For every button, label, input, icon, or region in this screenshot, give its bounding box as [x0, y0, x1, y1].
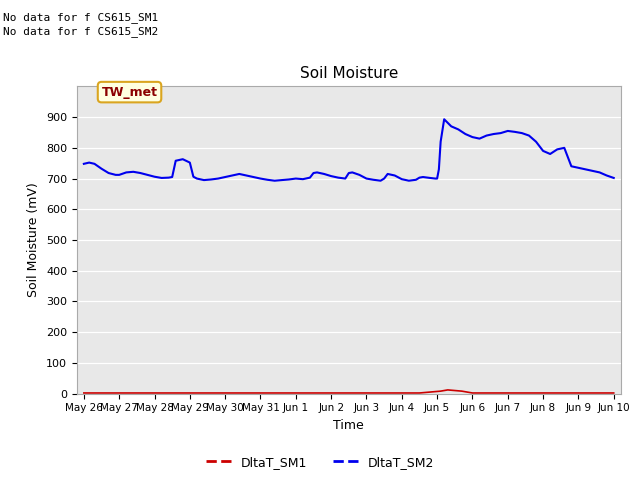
- DltaT_SM1: [504, 390, 511, 396]
- DltaT_SM1: [437, 388, 445, 394]
- DltaT_SM1: [80, 390, 88, 396]
- DltaT_SM2: [349, 169, 356, 175]
- DltaT_SM1: [468, 390, 476, 396]
- DltaT_SM1: [557, 390, 564, 396]
- DltaT_SM2: [310, 170, 317, 176]
- DltaT_SM1: [610, 390, 618, 396]
- Line: DltaT_SM1: DltaT_SM1: [84, 390, 614, 393]
- Text: TW_met: TW_met: [102, 85, 157, 98]
- Text: No data for f CS615_SM2: No data for f CS615_SM2: [3, 26, 159, 37]
- DltaT_SM2: [511, 129, 518, 135]
- DltaT_SM1: [257, 390, 264, 396]
- DltaT_SM1: [451, 388, 459, 394]
- DltaT_SM2: [228, 173, 236, 179]
- DltaT_SM1: [444, 387, 452, 393]
- DltaT_SM1: [168, 390, 176, 396]
- Text: No data for f CS615_SM1: No data for f CS615_SM1: [3, 12, 159, 23]
- DltaT_SM2: [271, 178, 278, 183]
- DltaT_SM2: [440, 116, 448, 122]
- Legend: DltaT_SM1, DltaT_SM2: DltaT_SM1, DltaT_SM2: [201, 451, 439, 474]
- DltaT_SM1: [415, 390, 423, 396]
- Y-axis label: Soil Moisture (mV): Soil Moisture (mV): [28, 182, 40, 298]
- DltaT_SM2: [191, 175, 199, 180]
- DltaT_SM1: [345, 390, 353, 396]
- DltaT_SM1: [458, 388, 466, 394]
- DltaT_SM2: [80, 161, 88, 167]
- Line: DltaT_SM2: DltaT_SM2: [84, 119, 614, 180]
- X-axis label: Time: Time: [333, 419, 364, 432]
- DltaT_SM2: [610, 175, 618, 181]
- DltaT_SM2: [168, 174, 176, 180]
- Title: Soil Moisture: Soil Moisture: [300, 66, 398, 81]
